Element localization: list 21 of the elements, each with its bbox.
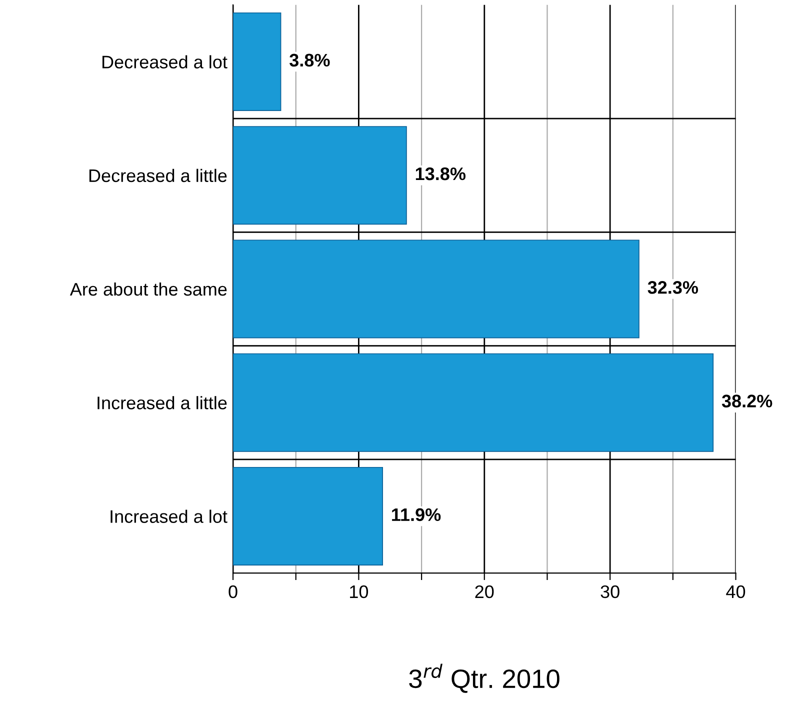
x-axis-title: 3$^{rd}$ Qtr. 2010 <box>409 664 560 693</box>
y-tick-label: Decreased a little <box>89 168 227 182</box>
y-tick-label: Increased a little <box>98 396 227 410</box>
y-tick-label: Decreased a lot <box>102 55 228 68</box>
data-label: 32.3% <box>648 281 698 294</box>
x-tick-label: 0 <box>228 585 238 598</box>
bar <box>233 353 714 452</box>
bar <box>233 126 407 225</box>
data-label: 11.9% <box>392 508 441 522</box>
data-label: 3.8% <box>290 54 330 67</box>
x-tick-label: 40 <box>726 585 746 598</box>
data-label: 13.8% <box>416 167 466 180</box>
y-tick-label: Increased a lot <box>110 510 228 523</box>
bar <box>233 240 640 338</box>
y-tick-label: Are about the same <box>70 282 227 296</box>
bar <box>233 466 383 566</box>
x-tick-label: 30 <box>600 585 620 598</box>
bar <box>233 12 282 112</box>
x-tick-label: 10 <box>350 585 368 598</box>
data-label: 38.2% <box>722 394 772 408</box>
x-tick-label: 20 <box>475 585 494 598</box>
